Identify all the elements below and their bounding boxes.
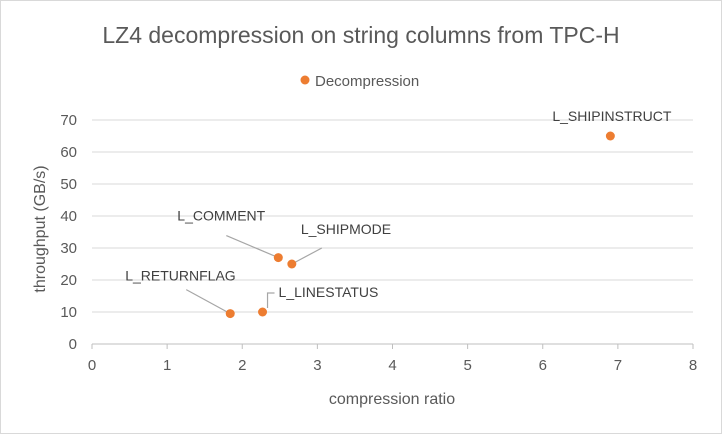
chart-title: LZ4 decompression on string columns from… xyxy=(102,22,619,48)
x-tick-label-1: 1 xyxy=(163,357,171,374)
x-tick-label-2: 2 xyxy=(238,357,246,374)
x-tick-label-3: 3 xyxy=(313,357,321,374)
data-point-l_shipmode xyxy=(287,259,297,269)
x-tick-label-8: 8 xyxy=(689,357,697,374)
x-tick-labels: 0 1 2 3 4 5 6 7 8 xyxy=(88,357,697,374)
leader-line-1 xyxy=(266,292,275,308)
data-label-l_linestatus: L_LINESTATUS xyxy=(279,284,379,300)
y-axis-title: throughput (GB/s) xyxy=(32,165,49,292)
x-tick-label-6: 6 xyxy=(539,357,547,374)
y-tick-label-20: 20 xyxy=(60,272,77,289)
legend-label: Decompression xyxy=(315,73,419,90)
y-tick-label-40: 40 xyxy=(60,208,77,225)
x-tick-label-5: 5 xyxy=(463,357,471,374)
y-tick-label-0: 0 xyxy=(69,336,77,353)
y-tick-label-70: 70 xyxy=(60,112,77,129)
data-label-l_shipmode: L_SHIPMODE xyxy=(301,221,391,237)
data-point-l_returnflag xyxy=(225,309,235,319)
x-tick-label-7: 7 xyxy=(614,357,622,374)
leader-line-2 xyxy=(226,235,279,259)
y-tick-label-10: 10 xyxy=(60,304,77,321)
y-tick-labels: 0 10 20 30 40 50 60 70 xyxy=(60,112,77,353)
data-point-l_shipinstruct xyxy=(605,131,615,141)
data-points xyxy=(225,131,615,319)
y-tick-label-60: 60 xyxy=(60,144,77,161)
legend-marker xyxy=(300,75,310,85)
label-leader-lines xyxy=(185,235,323,315)
data-labels: L_RETURNFLAG L_LINESTATUS L_COMMENT L_SHIPM… xyxy=(125,108,672,300)
leader-line-0 xyxy=(185,289,231,315)
leader-line-3 xyxy=(291,247,323,265)
x-tick-label-0: 0 xyxy=(88,357,96,374)
axes xyxy=(91,343,694,349)
y-tick-label-50: 50 xyxy=(60,176,77,193)
data-label-l_returnflag: L_RETURNFLAG xyxy=(125,268,235,284)
y-tick-label-30: 30 xyxy=(60,240,77,257)
data-point-l_linestatus xyxy=(258,307,268,317)
data-label-l_shipinstruct: L_SHIPINSTRUCT xyxy=(552,108,671,124)
x-tick-label-4: 4 xyxy=(388,357,396,374)
x-axis-title: compression ratio xyxy=(329,391,455,408)
gridlines xyxy=(92,119,693,313)
data-point-l_comment xyxy=(273,253,283,263)
data-label-l_comment: L_COMMENT xyxy=(177,208,265,224)
legend: Decompression xyxy=(300,73,419,90)
